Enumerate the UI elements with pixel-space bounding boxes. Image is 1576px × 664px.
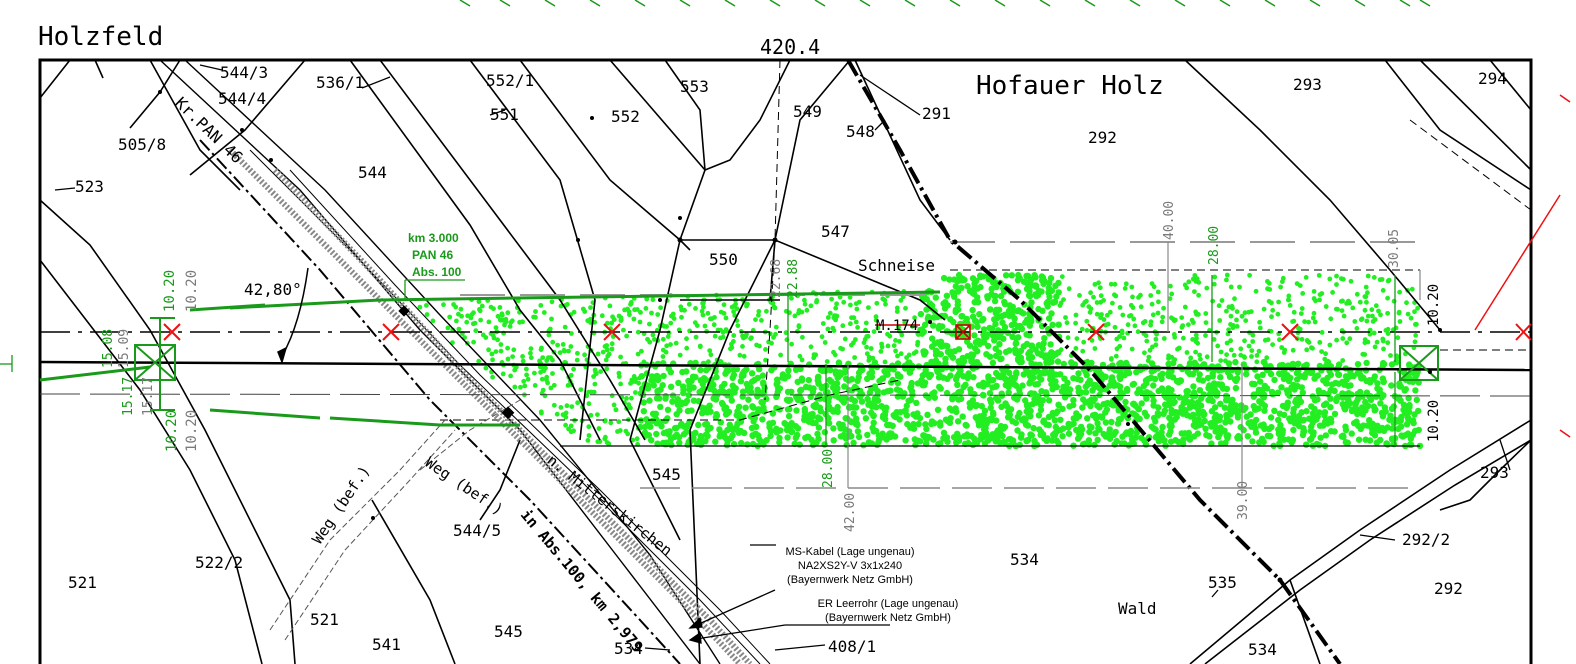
- dim-10-20-c: 10.20: [164, 410, 180, 452]
- red-crosses: [163, 94, 1571, 438]
- dim-15-17-a: 15.17: [121, 377, 136, 416]
- cable1-line3: (Bayernwerk Netz GmbH): [787, 574, 913, 586]
- cable-leaders: [54, 64, 1511, 651]
- parcel-292-right: 292: [1434, 579, 1463, 598]
- dim-15-17-b: 15.17: [141, 377, 156, 416]
- tower-left: [134, 317, 176, 411]
- angle-label: 42,80°: [244, 280, 302, 299]
- parcel-534-right: 534: [1248, 640, 1277, 659]
- angle-arc: [277, 267, 309, 365]
- parcel-536-1: 536/1: [316, 73, 364, 92]
- dim-10-20-d: 10.20: [184, 410, 200, 452]
- parcel-552-1: 552/1: [486, 71, 534, 90]
- parcel-522-2: 522/2: [195, 553, 243, 572]
- parcel-541: 541: [372, 635, 401, 654]
- parcel-547: 547: [821, 222, 850, 241]
- place-hofauer-holz: Hofauer Holz: [976, 71, 1164, 101]
- cable2-line1: ER Leerrohr (Lage ungenau): [818, 598, 959, 610]
- markers: [158, 90, 1442, 583]
- mast-symbol: [875, 324, 971, 340]
- road-weg-1: Weg (bef.): [308, 462, 373, 547]
- km-line1: km 3.000: [408, 231, 459, 245]
- green-dim-thin: [0, 275, 1396, 446]
- parcel-292-top: 292: [1088, 128, 1117, 147]
- parcel-549: 549: [793, 102, 822, 121]
- parcel-534-bottom: 534: [614, 639, 643, 658]
- labels: Holzfeld Hofauer Holz Schneise Wald 420.…: [38, 22, 1509, 659]
- parcel-534-mid: 534: [1010, 550, 1039, 569]
- dim-42-00: 42.00: [843, 493, 858, 532]
- power-line-boundary: [846, 58, 1342, 664]
- parcel-boundaries: [39, 59, 1532, 664]
- dim-30-05: 30.05: [1387, 229, 1402, 268]
- place-wald: Wald: [1118, 599, 1157, 618]
- parcel-291: 291: [922, 104, 951, 123]
- dim-28-00-low: 28.00: [821, 449, 836, 488]
- parcel-293-right: 293: [1480, 463, 1509, 482]
- parcel-551: 551: [490, 105, 519, 124]
- top-measure: 420.4: [760, 35, 820, 59]
- dim-15-08: 15.08: [101, 329, 116, 368]
- road-axis: [199, 139, 681, 664]
- parcel-544-5: 544/5: [453, 521, 501, 540]
- dim-10-20-right1: 10.20: [1426, 284, 1442, 326]
- dim-28-00-top: 28.00: [1207, 226, 1222, 265]
- parcel-545-bottom: 545: [494, 622, 523, 641]
- km-line2: PAN 46: [412, 248, 453, 262]
- parcel-545-mid: 545: [652, 465, 681, 484]
- tower-right: [1399, 345, 1439, 381]
- km-line3: Abs. 100: [412, 265, 462, 279]
- top-ticks: [459, 0, 1431, 7]
- dim-10-20-a: 10.20: [162, 270, 178, 312]
- green-lines: [39, 290, 941, 427]
- dim-10-20-b: 10.20: [184, 270, 200, 312]
- parcel-535: 535: [1208, 573, 1237, 592]
- road-kr-pan-46: [159, 59, 771, 664]
- route-centerline: [39, 331, 1532, 489]
- parcel-523: 523: [75, 177, 104, 196]
- dim-10-20-right2: 10.20: [1426, 400, 1442, 442]
- parcel-553: 553: [680, 77, 709, 96]
- dim-22-68: 22.68: [769, 259, 784, 298]
- dim-15-09: 15.09: [117, 329, 132, 368]
- dim-40-00: 40.00: [1162, 201, 1177, 240]
- cable1-line2: NA2XS2Y-V 3x1x240: [798, 560, 902, 572]
- parcel-408-1: 408/1: [828, 637, 876, 656]
- cable1-line1: MS-Kabel (Lage ungenau): [785, 546, 914, 558]
- corridor-lines: [460, 241, 1420, 296]
- vegetation-area: [417, 271, 1424, 450]
- mast-label: M.174: [876, 318, 918, 334]
- parcel-550: 550: [709, 250, 738, 269]
- parcel-294: 294: [1478, 69, 1507, 88]
- parcel-548: 548: [846, 122, 875, 141]
- dim-39-00: 39.00: [1236, 481, 1251, 520]
- parcel-544: 544: [358, 163, 387, 182]
- parcel-505-8: 505/8: [118, 135, 166, 154]
- parcel-292-2: 292/2: [1402, 530, 1450, 549]
- grey-dim-lines: [847, 242, 1421, 488]
- path-weg: [269, 399, 521, 641]
- place-schneise: Schneise: [858, 256, 935, 275]
- parcel-521-left: 521: [68, 573, 97, 592]
- cable2-line2: (Bayernwerk Netz GmbH): [825, 612, 951, 624]
- parcel-521-mid: 521: [310, 610, 339, 629]
- place-holzfeld: Holzfeld: [38, 22, 163, 52]
- parcel-293-top: 293: [1293, 75, 1322, 94]
- parcel-552: 552: [611, 107, 640, 126]
- parcel-544-4: 544/4: [218, 89, 266, 108]
- parcel-544-3: 544/3: [220, 63, 268, 82]
- dim-22-88: 22.88: [786, 259, 801, 298]
